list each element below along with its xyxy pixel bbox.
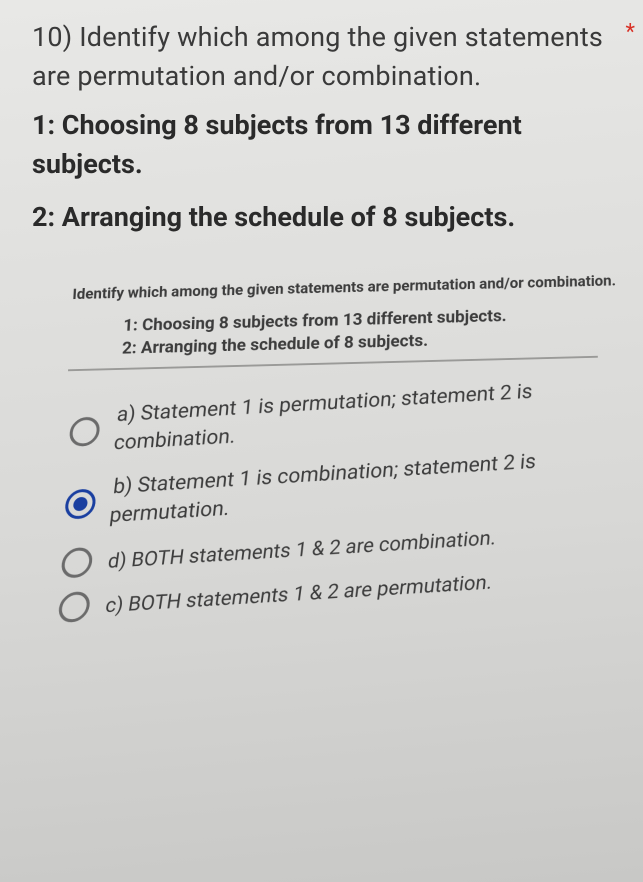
radio-icon — [63, 489, 97, 520]
question-stem: 10) Identify which among the given state… — [32, 18, 629, 96]
inner-divider — [68, 356, 598, 371]
question-statement-2: 2: Arranging the schedule of 8 subjects. — [32, 199, 629, 237]
inner-title: Identify which among the given statement… — [72, 273, 617, 304]
option-a-label: a) Statement 1 is permutation; statement… — [112, 374, 620, 459]
options-group: a) Statement 1 is permutation; statement… — [54, 382, 619, 613]
radio-icon — [68, 417, 101, 448]
radio-icon — [57, 591, 92, 623]
option-d-label: d) BOTH statements 1 & 2 are combination… — [106, 523, 497, 575]
radio-icon — [60, 547, 95, 579]
question-card: * 10) Identify which among the given sta… — [32, 18, 629, 606]
required-asterisk: * — [626, 20, 635, 45]
question-statement-1: 1: Choosing 8 subjects from 13 different… — [32, 106, 629, 184]
option-c-label: c) BOTH statements 1 & 2 are permutation… — [104, 567, 494, 619]
embedded-image-text: Identify which among the given statement… — [28, 272, 629, 614]
